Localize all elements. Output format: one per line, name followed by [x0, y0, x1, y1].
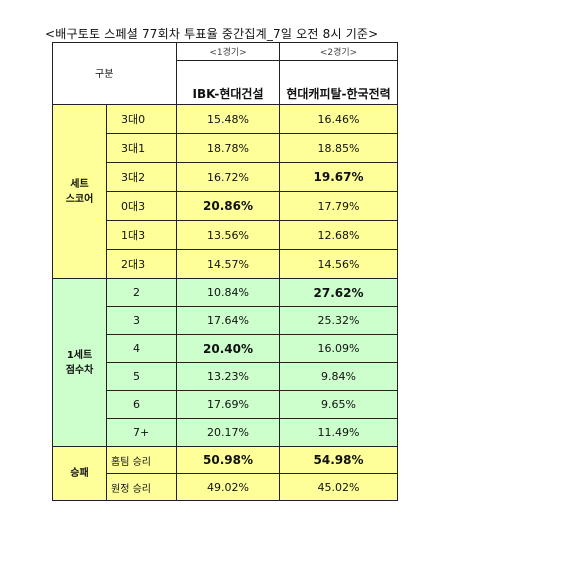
match2-value: 18.85% — [279, 133, 398, 163]
match1-value: 13.56% — [176, 220, 280, 250]
match1-value: 50.98% — [176, 446, 280, 474]
match2-value: 9.84% — [279, 362, 398, 391]
match2-value: 54.98% — [279, 446, 398, 474]
match1-value: 13.23% — [176, 362, 280, 391]
match2-name: 현대캐피탈-한국전력 — [279, 60, 398, 105]
match2-value: 11.49% — [279, 418, 398, 447]
match1-value: 18.78% — [176, 133, 280, 163]
table-row: 1세트 점수차 2 10.84% 27.62% — [52, 278, 398, 447]
match1-round: <1경기> — [176, 41, 280, 62]
category-label: 구분 — [95, 69, 114, 80]
group-label-point-diff: 1세트 점수차 — [52, 278, 107, 447]
row-label: 3대1 — [106, 133, 177, 163]
match2-value: 16.46% — [279, 104, 398, 134]
table-row: 2대3 14.57% 14.56% — [53, 249, 398, 279]
match1-value: 14.57% — [176, 249, 280, 279]
row-label: 원정 승리 — [106, 473, 177, 501]
match2-value: 27.62% — [279, 278, 398, 307]
table-row: 3대2 16.72% 19.67% — [53, 162, 398, 192]
table-row: 1대3 13.56% 12.68% — [53, 220, 398, 250]
row-label: 홈팀 승리 — [106, 446, 177, 474]
match1-value: 17.69% — [176, 390, 280, 419]
table-row: 원정 승리 49.02% 45.02% — [53, 473, 398, 501]
row-label: 6 — [106, 390, 177, 419]
row-label: 1대3 — [106, 220, 177, 250]
match1-name: IBK-현대건설 — [176, 60, 280, 105]
table-row: 5 13.23% 9.84% — [53, 362, 398, 391]
match2-value: 9.65% — [279, 390, 398, 419]
row-label: 2대3 — [106, 249, 177, 279]
row-label: 7+ — [106, 418, 177, 447]
row-label: 4 — [106, 334, 177, 363]
table-row: 세트 스코어 3대0 15.48% 16.46% — [52, 104, 398, 279]
table-row: 0대3 20.86% 17.79% — [53, 191, 398, 221]
header-category-cell: 구분 — [52, 42, 177, 105]
match1-value: 10.84% — [176, 278, 280, 307]
table-row: 승패 홈팀 승리 50.98% 54.98% — [52, 446, 398, 501]
vote-rate-table: 구분 <1경기> <2경기> IBK-현대건설 현대캐피탈-한국전력 세트 스코… — [52, 41, 398, 501]
row-label: 3 — [106, 306, 177, 335]
match1-value: 15.48% — [176, 104, 280, 134]
match2-value: 14.56% — [279, 249, 398, 279]
row-label: 5 — [106, 362, 177, 391]
table-title: <배구토토 스페셜 77회차 투표율 중간집계_7일 오전 8시 기준> — [45, 27, 379, 41]
match2-round: <2경기> — [279, 41, 398, 62]
match2-value: 19.67% — [279, 162, 398, 192]
table-row: 7+ 20.17% 11.49% — [53, 418, 398, 447]
match2-value: 12.68% — [279, 220, 398, 250]
match2-value: 45.02% — [279, 473, 398, 501]
table-row: 3대1 18.78% 18.85% — [53, 133, 398, 163]
match1-value: 20.86% — [176, 191, 280, 221]
table-row: 3 17.64% 25.32% — [53, 306, 398, 335]
row-label: 2 — [106, 278, 177, 307]
match2-value: 25.32% — [279, 306, 398, 335]
match2-value: 17.79% — [279, 191, 398, 221]
row-label: 3대0 — [106, 104, 177, 134]
group-label-win-loss: 승패 — [52, 446, 107, 501]
match1-value: 49.02% — [176, 473, 280, 501]
group-label-set-score: 세트 스코어 — [52, 104, 107, 279]
match2-value: 16.09% — [279, 334, 398, 363]
table-row: 4 20.40% 16.09% — [53, 334, 398, 363]
match1-value: 20.17% — [176, 418, 280, 447]
match1-value: 20.40% — [176, 334, 280, 363]
row-label: 0대3 — [106, 191, 177, 221]
match1-value: 17.64% — [176, 306, 280, 335]
row-label: 3대2 — [106, 162, 177, 192]
match1-value: 16.72% — [176, 162, 280, 192]
